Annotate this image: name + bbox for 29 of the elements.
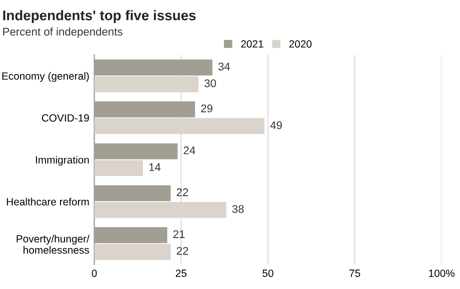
legend-label: 2021 bbox=[241, 40, 264, 48]
x-tick-label: 25 bbox=[176, 270, 186, 277]
bar bbox=[94, 76, 198, 92]
x-tick-label: 50 bbox=[262, 270, 274, 277]
y-tick-label: Poverty/hunger/ homelessness bbox=[16, 234, 90, 254]
chart-title: Independents' top five issues bbox=[3, 10, 196, 24]
data-label: 38 bbox=[232, 205, 244, 213]
y-tick-label: COVID-19 bbox=[42, 114, 89, 122]
bar bbox=[94, 202, 226, 218]
data-label: 30 bbox=[204, 79, 216, 88]
x-tick-label: 75 bbox=[350, 270, 360, 277]
data-label: 34 bbox=[218, 62, 230, 70]
data-label: 14 bbox=[149, 163, 161, 171]
bar bbox=[94, 244, 171, 260]
bar bbox=[94, 160, 143, 176]
y-tick-label: Healthcare reform bbox=[6, 198, 89, 206]
data-label: 24 bbox=[184, 146, 196, 154]
x-tick-label: 0 bbox=[92, 270, 97, 277]
x-tick-label: 100% bbox=[429, 270, 455, 277]
data-label: 29 bbox=[201, 104, 212, 112]
chart-subtitle: Percent of independents bbox=[3, 27, 122, 38]
data-label: 49 bbox=[270, 121, 282, 130]
data-label: 22 bbox=[176, 188, 188, 196]
y-tick-label: Immigration bbox=[36, 156, 89, 166]
data-label: 22 bbox=[176, 246, 188, 255]
bar bbox=[94, 118, 264, 134]
y-tick-label: Economy (general) bbox=[2, 72, 89, 82]
legend-label: 2020 bbox=[289, 40, 312, 48]
data-label: 21 bbox=[173, 230, 185, 238]
